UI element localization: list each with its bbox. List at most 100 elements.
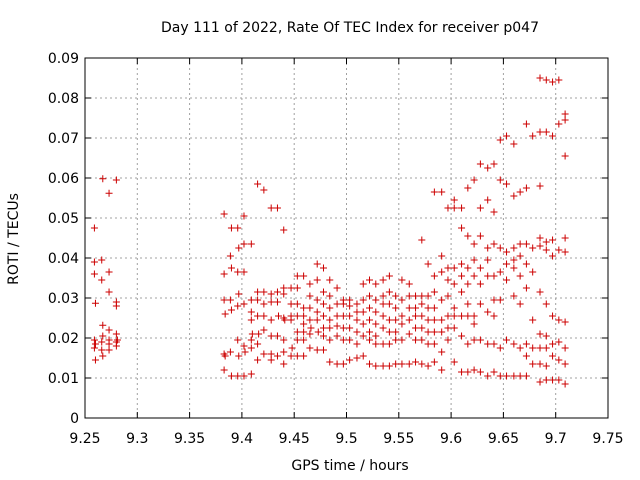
data-point (385, 316, 393, 324)
data-point (372, 280, 380, 288)
data-point (220, 210, 228, 218)
data-point (555, 376, 563, 384)
data-point (333, 332, 341, 340)
x-tick-label: 9.6 (440, 431, 462, 447)
data-point (476, 336, 484, 344)
data-point (372, 320, 380, 328)
data-point (496, 372, 504, 380)
data-point (353, 316, 361, 324)
data-point (319, 300, 327, 308)
data-point (490, 240, 498, 248)
data-point (372, 296, 380, 304)
data-point (510, 192, 518, 200)
data-point (503, 372, 511, 380)
data-point (555, 246, 563, 254)
data-point (536, 288, 544, 296)
data-point (392, 316, 400, 324)
data-point (522, 372, 530, 380)
data-point (90, 270, 98, 278)
data-point (510, 264, 518, 272)
data-point (496, 244, 504, 252)
data-point (470, 176, 478, 184)
data-point (99, 321, 107, 329)
data-point (476, 280, 484, 288)
data-point (484, 308, 492, 316)
data-point (379, 340, 387, 348)
data-point (346, 302, 354, 310)
data-point (313, 276, 321, 284)
data-point (281, 316, 289, 324)
data-point (484, 372, 492, 380)
data-point (412, 292, 420, 300)
data-point (267, 332, 275, 340)
data-point (287, 284, 295, 292)
data-point (273, 332, 281, 340)
data-points (90, 74, 569, 388)
data-point (464, 368, 472, 376)
data-point (105, 189, 113, 197)
data-point (247, 344, 255, 352)
data-point (234, 336, 242, 344)
data-point (379, 300, 387, 308)
data-point (418, 312, 426, 320)
data-point (247, 336, 255, 344)
data-point (306, 292, 314, 300)
data-point (529, 360, 537, 368)
data-point (326, 304, 334, 312)
data-point (549, 236, 557, 244)
data-point (444, 312, 452, 320)
data-point (353, 308, 361, 316)
data-point (542, 344, 550, 352)
data-point (99, 352, 107, 360)
data-point (516, 344, 524, 352)
data-point (450, 312, 458, 320)
data-point (536, 234, 544, 242)
data-point (458, 288, 466, 296)
data-point (510, 292, 518, 300)
data-point (438, 188, 446, 196)
data-point (438, 328, 446, 336)
data-point (346, 356, 354, 364)
data-point (470, 240, 478, 248)
data-point (405, 316, 413, 324)
data-point (450, 196, 458, 204)
data-point (458, 204, 466, 212)
data-point (458, 332, 466, 340)
data-point (444, 276, 452, 284)
data-point (405, 304, 413, 312)
data-point (522, 260, 530, 268)
data-point (438, 252, 446, 260)
data-point (372, 332, 380, 340)
data-point (273, 288, 281, 296)
data-point (503, 336, 511, 344)
data-point (510, 372, 518, 380)
data-point (561, 360, 569, 368)
data-point (293, 336, 301, 344)
data-point (484, 272, 492, 280)
data-point (490, 368, 498, 376)
data-point (438, 348, 446, 356)
data-point (220, 270, 228, 278)
data-point (267, 204, 275, 212)
data-point (444, 336, 452, 344)
data-point (359, 352, 367, 360)
data-point (470, 312, 478, 320)
data-point (260, 350, 268, 358)
data-point (254, 340, 262, 348)
data-point (353, 340, 361, 348)
x-tick-label: 9.5 (335, 431, 357, 447)
data-point (561, 110, 569, 118)
data-point (405, 330, 413, 338)
data-point (458, 260, 466, 268)
data-point (240, 212, 248, 220)
data-point (227, 306, 235, 314)
data-point (392, 304, 400, 312)
data-point (227, 372, 235, 380)
data-point (418, 360, 426, 368)
data-point (503, 132, 511, 140)
data-point (542, 362, 550, 370)
data-point (254, 288, 262, 296)
data-point (105, 346, 113, 354)
data-point (516, 252, 524, 260)
data-point (90, 344, 98, 352)
